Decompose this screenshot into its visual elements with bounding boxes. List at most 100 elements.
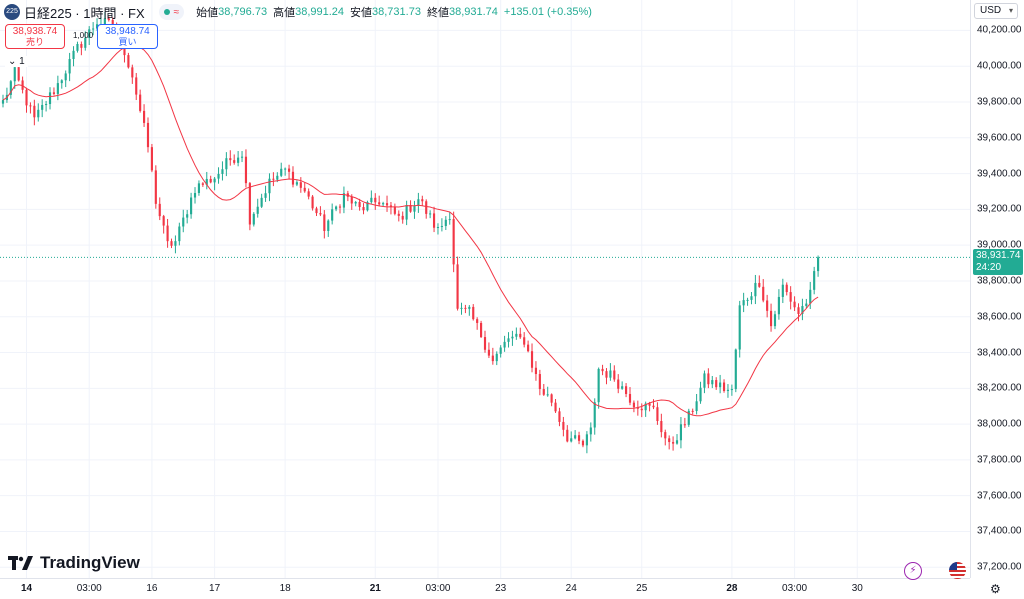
sell-price: 38,938.74 <box>12 26 58 37</box>
candle-body <box>781 284 784 297</box>
candle-body <box>472 306 475 320</box>
candle-body <box>679 424 683 441</box>
price-chart[interactable] <box>0 0 970 578</box>
candle-body <box>284 168 287 170</box>
candle-body <box>636 407 639 409</box>
candle <box>229 150 232 166</box>
price-tick-label: 37,800.00 <box>977 454 1022 466</box>
candle <box>131 64 134 84</box>
candle-body <box>327 220 330 232</box>
candle <box>605 368 608 385</box>
candle-body <box>135 77 138 95</box>
candle <box>456 256 459 311</box>
candle-body <box>350 196 353 204</box>
close-label: 終値 <box>426 7 449 19</box>
candle <box>621 381 624 390</box>
candle-body <box>769 310 773 327</box>
settings-icon[interactable]: ⚙ <box>990 582 1001 596</box>
flash-icon[interactable]: ⚡ <box>904 562 922 580</box>
candle <box>464 304 467 314</box>
candle <box>146 117 150 153</box>
candle <box>758 275 761 288</box>
candle <box>374 193 377 210</box>
us-flag-icon[interactable] <box>949 562 966 579</box>
candle-body <box>652 405 655 408</box>
candle-body <box>683 424 686 426</box>
candle <box>52 87 56 96</box>
candle <box>781 278 784 304</box>
candle <box>127 52 130 69</box>
time-scale[interactable]: 14 03:00 16 17 18 21 03:00 23 24 25 28 03:00 30 <box>0 578 970 599</box>
candle-body <box>221 169 224 174</box>
change-value: +135.01 (+0.35%) <box>503 6 592 18</box>
low-value: 38,731.73 <box>372 6 421 18</box>
candle <box>589 422 592 442</box>
collapse-legend-button[interactable]: ⌄ 1 <box>5 56 28 67</box>
chart-area[interactable] <box>0 0 970 578</box>
symbol-logo-icon[interactable]: 225 <box>4 4 20 20</box>
candle <box>813 266 816 295</box>
candle <box>738 300 741 358</box>
candle <box>280 162 283 178</box>
candle-body <box>237 157 240 163</box>
candle-body <box>366 202 369 211</box>
tradingview-logo[interactable]: TradingView <box>8 553 140 573</box>
candle <box>303 182 306 193</box>
candle-body <box>754 282 757 297</box>
candle <box>209 175 212 184</box>
candle-body <box>299 182 302 188</box>
candle <box>754 274 757 305</box>
price-tick-label: 38,800.00 <box>977 275 1022 287</box>
candle-body <box>621 386 624 389</box>
time-tick-label: 16 <box>146 583 158 594</box>
candle <box>311 195 314 211</box>
candle <box>719 374 722 394</box>
candle <box>221 161 224 181</box>
candle <box>56 75 59 101</box>
candle <box>491 347 494 365</box>
symbol-title[interactable]: 日経225 · 1時間 · FX <box>24 5 145 21</box>
candle-body <box>166 225 169 242</box>
candle <box>715 377 718 390</box>
candle <box>158 197 161 221</box>
candle-body <box>542 389 545 395</box>
chevron-down-icon: ⌄ <box>8 56 17 67</box>
candle <box>750 292 753 305</box>
price-scale[interactable]: 40,200.00 40,000.00 39,800.00 39,600.00 39,4… <box>970 0 1024 578</box>
candle <box>632 400 635 413</box>
candle-body <box>158 203 161 217</box>
time-tick-label: 03:00 <box>76 583 102 594</box>
candle <box>378 195 381 207</box>
candle-body <box>495 353 498 362</box>
candle <box>742 292 745 313</box>
candle-body <box>60 80 63 84</box>
candle <box>503 335 506 352</box>
candle-body <box>593 402 596 428</box>
candle-body <box>154 170 157 204</box>
candle-body <box>648 403 651 406</box>
candle <box>707 368 710 389</box>
candle <box>636 400 639 416</box>
candle-body <box>785 284 788 293</box>
buy-price: 38,948.74 <box>105 26 150 37</box>
sell-label: 売り <box>25 37 44 47</box>
candle-body <box>331 209 334 221</box>
sell-button[interactable]: 38,938.74 売り <box>5 24 65 49</box>
candle <box>256 198 259 218</box>
candle-body <box>695 401 698 411</box>
candle-body <box>307 191 310 197</box>
candle-body <box>385 203 389 206</box>
market-open-dot-icon <box>163 9 170 15</box>
price-tick-label: 38,400.00 <box>977 347 1022 359</box>
currency-selector[interactable]: USD ▾ <box>974 3 1018 19</box>
candle-body <box>801 306 804 314</box>
candle-body <box>1 100 5 104</box>
buy-button[interactable]: 38,948.74 買い <box>97 24 158 49</box>
order-quantity[interactable]: 1,000 <box>73 31 94 40</box>
candle <box>264 185 267 202</box>
candle-body <box>9 81 12 95</box>
market-status[interactable]: ≈ <box>158 4 185 20</box>
candle-body <box>17 67 20 81</box>
open-value: 38,796.73 <box>218 6 268 18</box>
candle <box>299 177 302 193</box>
